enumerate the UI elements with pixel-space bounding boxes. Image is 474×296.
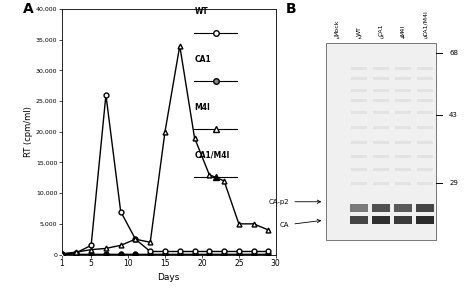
Text: 5: 5: [423, 35, 427, 40]
Text: 2: 2: [357, 35, 361, 40]
Bar: [418, 126, 433, 129]
Bar: [374, 99, 389, 102]
Bar: [394, 204, 412, 212]
Text: 68: 68: [449, 50, 458, 56]
Bar: [418, 67, 433, 70]
Text: 3: 3: [379, 35, 383, 40]
Bar: [395, 182, 411, 185]
Bar: [351, 141, 367, 144]
Bar: [395, 111, 411, 114]
Text: 29: 29: [449, 180, 458, 186]
Bar: [350, 216, 368, 224]
Bar: [395, 126, 411, 129]
Bar: [395, 89, 411, 92]
Text: M4I: M4I: [401, 25, 406, 36]
X-axis label: Days: Days: [157, 273, 180, 282]
Bar: [418, 141, 433, 144]
Bar: [418, 155, 433, 158]
Bar: [351, 99, 367, 102]
Bar: [374, 141, 389, 144]
Bar: [418, 182, 433, 185]
FancyBboxPatch shape: [326, 43, 436, 240]
Bar: [395, 168, 411, 170]
Text: CA1: CA1: [379, 23, 383, 36]
Text: CA1/M4I: CA1/M4I: [194, 151, 230, 160]
Bar: [351, 67, 367, 70]
Text: Mock: Mock: [335, 20, 339, 36]
Bar: [374, 89, 389, 92]
Text: M4I: M4I: [194, 103, 210, 112]
Bar: [373, 204, 390, 212]
Bar: [350, 204, 368, 212]
Bar: [374, 111, 389, 114]
Bar: [418, 111, 433, 114]
Bar: [373, 216, 390, 224]
Text: CA1/M4I: CA1/M4I: [423, 10, 428, 36]
Bar: [395, 155, 411, 158]
Bar: [416, 216, 434, 224]
Text: WT: WT: [356, 26, 362, 36]
Text: 1: 1: [335, 35, 339, 40]
Bar: [374, 126, 389, 129]
Bar: [351, 111, 367, 114]
Bar: [395, 67, 411, 70]
Bar: [394, 216, 412, 224]
Bar: [416, 204, 434, 212]
Bar: [351, 77, 367, 80]
Bar: [418, 99, 433, 102]
Text: B: B: [286, 1, 296, 15]
Bar: [395, 99, 411, 102]
Text: CA1: CA1: [194, 55, 211, 64]
Bar: [351, 89, 367, 92]
Bar: [351, 168, 367, 170]
Text: 43: 43: [449, 112, 458, 118]
Y-axis label: RT (cpm/ml): RT (cpm/ml): [24, 106, 33, 157]
Text: WT: WT: [194, 7, 208, 16]
Bar: [374, 182, 389, 185]
Bar: [418, 77, 433, 80]
Bar: [418, 89, 433, 92]
Text: CA-p2: CA-p2: [269, 199, 320, 205]
Bar: [374, 67, 389, 70]
Bar: [351, 182, 367, 185]
Bar: [418, 168, 433, 170]
Text: A: A: [23, 1, 34, 15]
Bar: [351, 155, 367, 158]
Bar: [351, 126, 367, 129]
Bar: [374, 168, 389, 170]
Bar: [374, 155, 389, 158]
Bar: [395, 141, 411, 144]
Text: 4: 4: [401, 35, 405, 40]
Bar: [395, 77, 411, 80]
Bar: [374, 77, 389, 80]
Text: CA: CA: [280, 219, 320, 228]
